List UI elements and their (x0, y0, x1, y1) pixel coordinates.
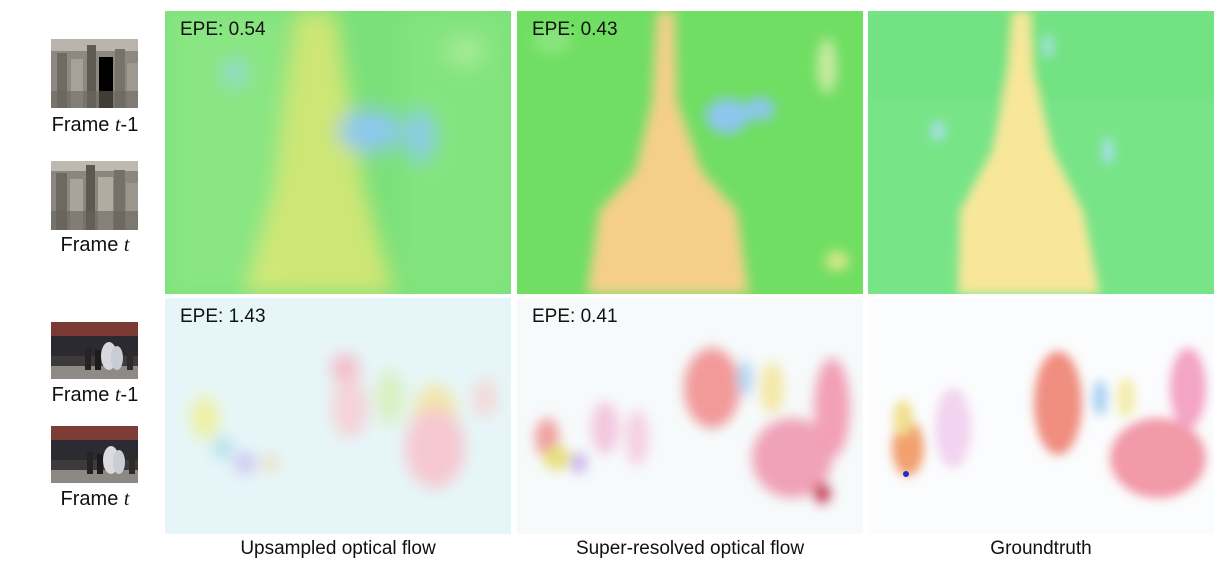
row2-super-resolved-flow-panel: EPE: 0.41 (517, 298, 863, 534)
row1-frame-prev-label: Frame t-1 (51, 114, 139, 136)
caption-groundtruth: Groundtruth (990, 538, 1092, 559)
row2-super-resolved-epe: EPE: 0.41 (532, 306, 618, 327)
row1-frame-curr-label: Frame t (60, 234, 130, 256)
row1-upsampled-epe: EPE: 0.54 (180, 19, 266, 40)
row2-frame-curr-label: Frame t (60, 488, 130, 510)
caption-upsampled-flow: Upsampled optical flow (240, 538, 436, 559)
row2-frame-prev-label: Frame t-1 (51, 384, 139, 406)
row1-upsampled-flow-panel: EPE: 0.54 (165, 11, 511, 294)
caption-super-resolved-flow: Super-resolved optical flow (575, 538, 805, 559)
row1-frame-curr-thumbnail (51, 161, 138, 230)
row1-groundtruth-flow-panel (868, 11, 1214, 294)
row1-frame-prev-thumbnail (51, 39, 138, 108)
row2-upsampled-flow-panel: EPE: 1.43 (165, 298, 511, 534)
row1-super-resolved-flow-panel: EPE: 0.43 (517, 11, 863, 294)
row2-groundtruth-flow-panel (868, 298, 1214, 534)
row2-frame-curr-thumbnail (51, 426, 138, 483)
row1-super-resolved-epe: EPE: 0.43 (532, 19, 618, 40)
row2-upsampled-epe: EPE: 1.43 (180, 306, 266, 327)
row2-frame-prev-thumbnail (51, 322, 138, 379)
